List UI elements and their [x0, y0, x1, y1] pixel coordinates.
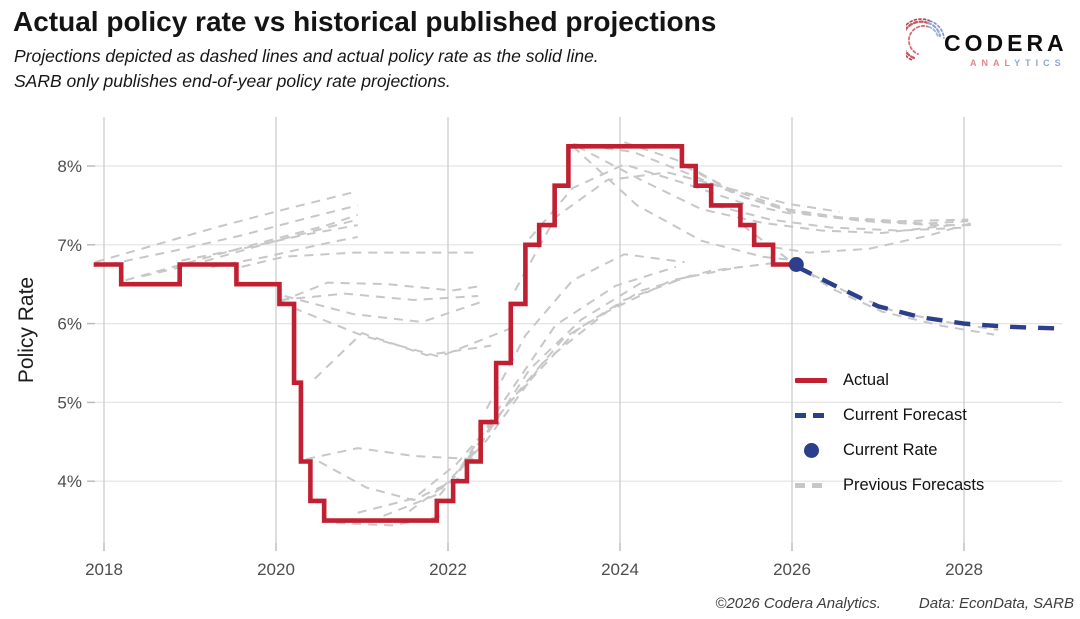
y-tick-label: 8%	[57, 157, 82, 176]
legend-label: Current Forecast	[843, 406, 967, 424]
previous-forecast-line	[757, 221, 973, 254]
previous-forecast-line	[572, 142, 969, 225]
x-tick-label: 2018	[85, 560, 123, 579]
previous-forecast-line	[357, 261, 775, 514]
subtitle-line-2: SARB only publishes end-of-year policy r…	[14, 71, 451, 91]
chart-legend: Actual Current Forecast Current Rate Pre…	[795, 363, 984, 503]
previous-forecast-line	[211, 235, 358, 268]
copyright-text: ©2026 Codera Analytics.	[715, 595, 881, 612]
codera-logo-mark-icon	[906, 18, 945, 61]
previous-forecast-line	[279, 281, 483, 303]
y-tick-label: 5%	[57, 393, 82, 412]
current-rate-dot	[788, 257, 804, 272]
legend-label: Current Rate	[843, 441, 938, 459]
previous-forecast-line	[318, 460, 462, 502]
y-axis-title: Policy Rate	[15, 276, 38, 384]
y-tick-label: 4%	[57, 472, 82, 491]
subtitle-line-1: Projections depicted as dashed lines and…	[14, 46, 599, 66]
previous-forecast-line	[292, 306, 513, 358]
legend-label: Previous Forecasts	[843, 476, 985, 494]
chart-subtitle: Projections depicted as dashed lines and…	[14, 44, 599, 94]
previous-forecast-line	[241, 251, 479, 268]
x-tick-label: 2024	[601, 560, 639, 579]
previous-forecast-line	[576, 145, 952, 234]
previous-forecast-line	[305, 447, 474, 461]
page-title: Actual policy rate vs historical publish…	[13, 6, 717, 37]
forecast-dash-swatch-icon	[795, 413, 827, 418]
previous-forecast-line	[572, 145, 797, 262]
previous-forecast-line	[485, 253, 685, 410]
previous-forecast-line	[460, 265, 677, 468]
previous-forecast-line	[514, 171, 840, 291]
previous-forecast-line	[181, 224, 358, 262]
codera-analytics-logo: CODERA ANALYTICS	[906, 16, 1066, 82]
x-tick-label: 2026	[773, 560, 811, 579]
current-forecast-line	[796, 264, 1055, 331]
previous-forecast-dash-swatch-icon	[795, 483, 827, 488]
brand-subname-right: YTICS	[1014, 58, 1066, 68]
previous-forecast-line	[796, 265, 999, 331]
y-tick-label: 6%	[57, 315, 82, 334]
previous-forecast-line	[108, 204, 358, 266]
previous-forecast-line	[684, 165, 973, 227]
chart-footer: ©2026 Codera Analytics. Data: EconData, …	[715, 595, 1074, 612]
x-tick-label: 2022	[429, 560, 467, 579]
y-tick-label: 7%	[57, 236, 82, 255]
previous-forecast-line	[280, 292, 479, 301]
previous-forecast-line	[314, 331, 492, 380]
legend-item-current-forecast: Current Forecast	[795, 398, 984, 433]
previous-forecast-line	[284, 295, 483, 324]
legend-item-current-rate: Current Rate	[795, 433, 984, 468]
legend-item-actual: Actual	[795, 363, 984, 398]
previous-forecast-line	[714, 204, 969, 232]
previous-forecast-line	[142, 218, 358, 278]
previous-forecast-line	[408, 273, 694, 512]
legend-item-previous-forecasts: Previous Forecasts	[795, 468, 984, 503]
brand-subname: ANALYTICS	[970, 58, 1066, 68]
previous-forecast-line	[623, 141, 969, 223]
previous-forecast-line	[741, 224, 995, 336]
x-tick-label: 2028	[945, 560, 983, 579]
actual-policy-rate-line	[93, 144, 797, 523]
previous-forecast-line	[336, 514, 444, 527]
actual-line-swatch-icon	[795, 378, 827, 383]
x-tick-label: 2020	[257, 560, 295, 579]
previous-forecast-line	[125, 213, 359, 282]
current-rate-dot-icon	[795, 443, 827, 458]
data-source-text: Data: EconData, SARB	[918, 595, 1074, 612]
brand-subname-left: ANAL	[970, 58, 1015, 68]
brand-name: CODERA	[944, 30, 1068, 56]
previous-forecast-line	[528, 163, 797, 240]
legend-label: Actual	[843, 371, 889, 389]
